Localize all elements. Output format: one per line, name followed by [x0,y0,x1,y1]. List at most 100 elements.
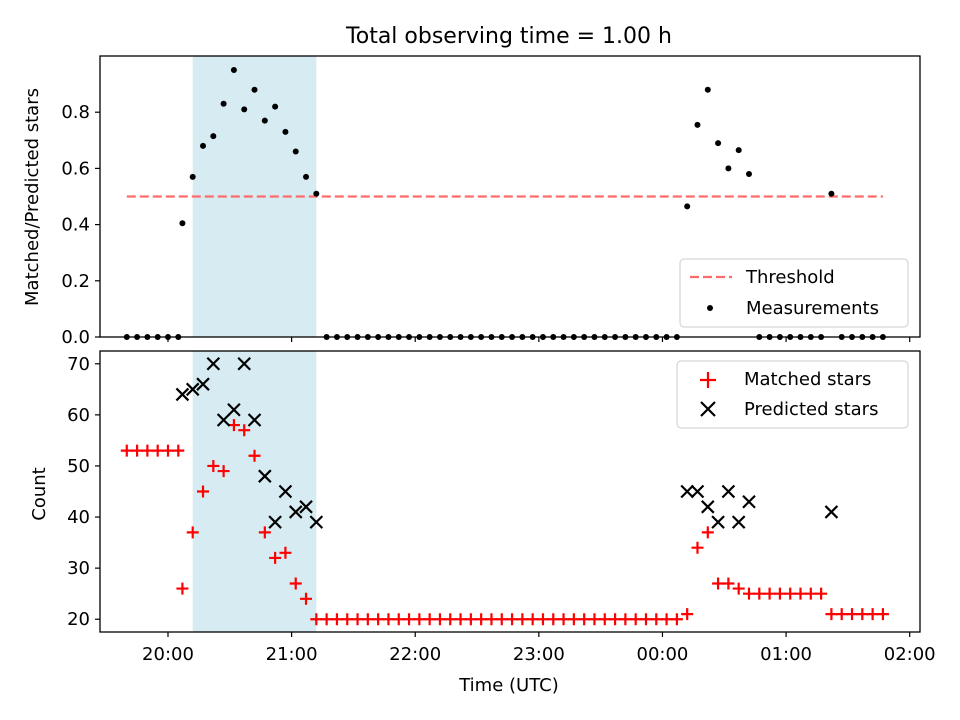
matched-star-point [351,613,364,626]
matched-star-point [310,613,323,626]
matched-stars-series [120,419,889,626]
matched-star-point [495,613,508,626]
measurement-point [282,128,289,135]
matched-star-point [866,608,879,621]
matched-star-point [670,613,683,626]
measurement-point [715,140,722,147]
matched-star-point [413,613,426,626]
matched-star-point [464,613,477,626]
matched-star-point [506,613,519,626]
predicted-star-point [247,413,262,427]
matched-star-point [619,613,632,626]
bottom-xlabel: Time (UTC) [458,675,559,696]
y-tick-label: 0.6 [61,158,90,179]
measurement-point [828,190,835,197]
matched-star-point [258,526,271,539]
matched-star-point [660,613,673,626]
matched-star-point [207,459,220,472]
top-panel: Total observing time = 1.00 h Matched/Pr… [22,24,921,348]
measurement-point [292,148,299,155]
y-tick-label: 30 [67,558,90,579]
legend-matched-label: Matched stars [744,369,871,390]
top-plot-frame [99,55,921,338]
y-tick-label: 70 [67,354,90,375]
measurement-point [179,220,186,227]
y-tick-label: 0.0 [61,327,90,348]
predicted-star-point [206,356,221,371]
measurement-point [694,121,701,128]
matched-star-point [701,526,714,539]
predicted-star-point [288,505,303,519]
measurement-point [735,147,742,154]
measurement-point [251,86,258,93]
measurement-point [261,117,268,124]
matched-star-point [176,582,189,595]
predicted-star-point [237,356,251,371]
predicted-star-point [175,387,190,402]
matched-star-point [433,613,446,626]
legend-predicted-swatch [700,401,716,417]
legend-measurements-swatch [707,305,713,311]
matched-star-point [238,424,251,437]
y-tick-label: 0.4 [61,215,90,236]
matched-star-point [300,592,313,605]
predicted-star-point [690,484,705,499]
legend-measurements-label: Measurements [746,298,879,319]
predicted-star-point [185,382,200,397]
matched-star-point [753,587,766,600]
x-tick-label: 22:00 [389,644,441,665]
matched-star-point [815,587,828,600]
bottom-ylabel: Count [29,467,50,520]
matched-star-point [197,485,210,498]
bottom-axes: 20:00 21:00 22:00 23:00 00:00 01:00 02:00 20 30 4… [67,354,936,665]
measurement-point [200,142,207,149]
predicted-star-point [824,505,839,519]
measurement-point [745,171,752,178]
x-tick-label: 21:00 [266,644,318,665]
matched-star-point [598,613,611,626]
top-legend-box [679,258,909,328]
matched-star-point [516,613,529,626]
top-ylabel: Matched/Predicted stars [22,88,43,306]
y-tick-label: 0.8 [61,102,90,123]
matched-star-point [639,613,652,626]
matched-star-point [330,613,343,626]
legend-matched-swatch [700,372,716,388]
matched-star-point [691,541,704,554]
predicted-star-point [742,494,756,509]
matched-star-point [217,465,230,478]
predicted-star-point [299,500,313,514]
matched-star-point [578,613,591,626]
matched-star-point [172,444,185,457]
measurement-point [704,86,711,93]
predicted-stars-series [175,356,839,529]
bottom-legend: Matched stars Predicted stars [676,360,909,429]
x-tick-label: 23:00 [513,644,565,665]
matched-star-point [557,613,570,626]
matched-star-point [475,613,488,626]
chart-title: Total observing time = 1.00 h [345,24,672,49]
bottom-plot-frame [99,350,921,633]
predicted-star-point [227,402,241,417]
x-tick-label: 02:00 [884,644,936,665]
matched-star-point [650,613,663,626]
measurement-point [210,133,217,140]
matched-star-point [423,613,436,626]
predicted-star-point [680,484,694,499]
matched-star-point [722,577,735,590]
matched-star-point [289,577,302,590]
measurement-point [241,106,248,113]
matched-star-point [341,613,354,626]
matched-star-point [485,613,498,626]
predicted-star-point [731,515,746,529]
measurement-point [684,203,691,210]
measurement-point [313,190,320,197]
legend-predicted-label: Predicted stars [744,399,878,420]
bottom-panel: Count Time (UTC) 20:00 21:00 22:00 23:00 00:… [29,350,936,696]
y-tick-label: 40 [67,507,90,528]
matched-star-point [629,613,642,626]
matched-star-point [403,613,416,626]
measurement-point [272,103,279,110]
matched-star-point [784,587,797,600]
